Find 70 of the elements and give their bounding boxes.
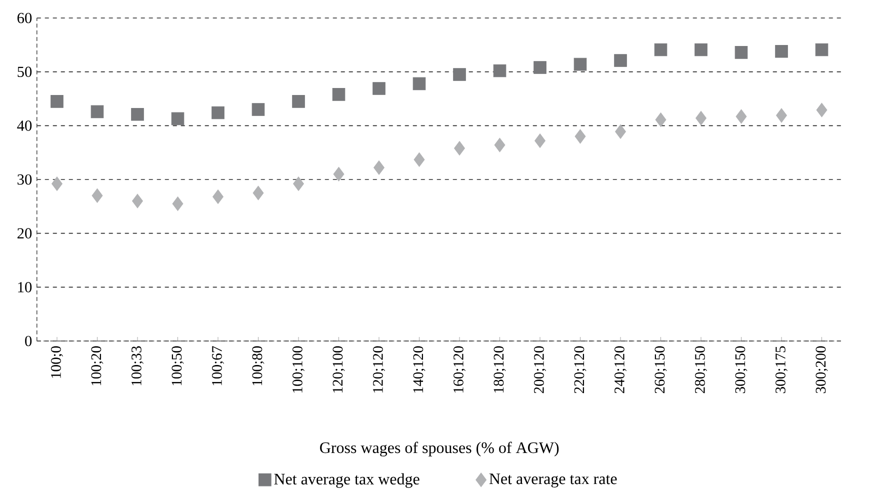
point (132, 194, 143, 208)
point (614, 54, 627, 67)
point (494, 138, 506, 152)
point (736, 109, 747, 124)
point (775, 44, 788, 58)
point (293, 176, 304, 192)
point (374, 160, 384, 175)
x-tick-label: 220;120 (574, 346, 586, 394)
point (92, 188, 103, 203)
x-tick-label: 300;175 (776, 346, 788, 394)
point (50, 95, 64, 108)
x-tick-label: 140;120 (413, 346, 426, 392)
point (372, 82, 386, 95)
point (252, 103, 265, 116)
point (171, 112, 184, 126)
x-tick-label: 160;120 (454, 346, 466, 392)
x-tick-label: 120;120 (373, 346, 386, 392)
x-tick-label: 120;100 (332, 346, 345, 392)
x-axis-title: Gross wages of spouses (% of AGW) (320, 442, 559, 456)
y-tick-label: 10 (18, 282, 32, 292)
point (212, 190, 224, 204)
point (454, 141, 465, 156)
point (574, 58, 587, 71)
x-tick-label: 200;120 (534, 346, 546, 394)
point (534, 134, 546, 148)
x-tick-label: 180;120 (494, 346, 506, 392)
point (815, 43, 828, 56)
point (453, 68, 466, 81)
point (654, 43, 668, 56)
point (131, 108, 144, 121)
point (412, 77, 426, 90)
x-tick-label: 300;200 (816, 346, 828, 394)
point (292, 95, 305, 108)
point (333, 166, 344, 182)
point (534, 61, 546, 74)
point (493, 64, 506, 78)
y-tick-label: 30 (18, 174, 32, 185)
point (696, 110, 706, 126)
point (414, 152, 425, 167)
y-tick-label: 60 (17, 12, 32, 24)
x-tick-label: 100;100 (292, 346, 305, 392)
y-tick-label: 0 (25, 336, 32, 346)
point (816, 102, 828, 118)
point (52, 176, 62, 192)
x-tick-label: 100;33 (132, 346, 144, 386)
point (212, 106, 224, 120)
point (574, 129, 586, 144)
y-tick-label: 40 (17, 120, 32, 131)
legend-label: Net average tax rate (489, 474, 617, 488)
point (332, 88, 346, 101)
point (694, 43, 708, 56)
point (776, 108, 787, 123)
x-tick-label: 100;80 (252, 346, 264, 386)
x-tick-label: 240;120 (614, 346, 627, 394)
point (734, 46, 748, 59)
x-tick-label: 300;150 (735, 346, 748, 394)
point (90, 105, 104, 118)
point (655, 112, 666, 127)
point (615, 124, 626, 139)
y-tick-label: 20 (18, 228, 32, 239)
y-tick-label: 50 (18, 66, 32, 78)
x-tick-label: 260;150 (654, 346, 667, 394)
legend-label: Net average tax wedge (274, 473, 420, 488)
x-tick-label: 280;150 (695, 346, 708, 394)
x-tick-label: 100;0 (51, 346, 64, 378)
x-tick-label: 100;20 (91, 346, 104, 386)
point (252, 186, 264, 200)
point (172, 196, 184, 211)
x-tick-label: 100;50 (172, 346, 184, 386)
x-tick-label: 100;67 (212, 346, 224, 386)
